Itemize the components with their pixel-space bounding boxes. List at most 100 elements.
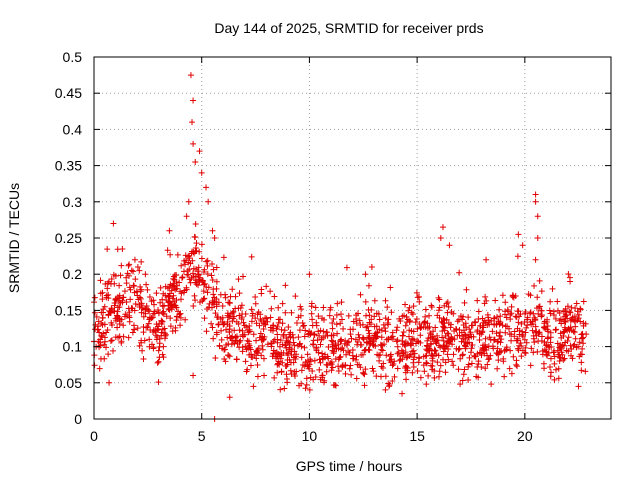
data-point	[215, 321, 222, 328]
data-point	[410, 363, 417, 370]
data-point	[573, 300, 580, 307]
data-point	[313, 345, 320, 352]
data-point	[366, 319, 373, 326]
data-point	[422, 324, 429, 331]
data-point	[164, 285, 171, 292]
data-point	[505, 308, 512, 315]
data-point	[270, 350, 277, 357]
data-point	[578, 359, 585, 366]
data-point	[554, 298, 561, 305]
data-point	[482, 293, 489, 300]
data-point	[154, 306, 161, 313]
data-point	[468, 360, 475, 367]
data-point	[475, 308, 482, 315]
data-point	[517, 339, 524, 346]
data-point	[455, 346, 462, 353]
data-point	[328, 367, 335, 374]
data-point	[192, 220, 199, 227]
data-point	[103, 329, 110, 336]
data-point	[502, 311, 509, 318]
data-point	[459, 352, 466, 359]
data-point	[461, 299, 468, 306]
data-point	[406, 333, 413, 340]
data-point	[318, 336, 325, 343]
data-point	[263, 283, 270, 290]
data-point	[189, 119, 196, 126]
data-point	[315, 313, 322, 320]
data-point	[343, 264, 350, 271]
data-point	[410, 303, 417, 310]
data-point	[445, 303, 452, 310]
data-point	[561, 324, 568, 331]
data-point	[252, 315, 259, 322]
data-point	[132, 300, 139, 307]
data-point	[111, 280, 118, 287]
data-point	[334, 300, 341, 307]
data-point	[476, 336, 483, 343]
data-point	[101, 341, 108, 348]
data-point	[556, 351, 563, 358]
data-point	[393, 338, 400, 345]
data-point	[528, 345, 535, 352]
data-point	[128, 267, 135, 274]
data-point	[355, 331, 362, 338]
data-point	[126, 261, 133, 268]
data-point	[538, 288, 545, 295]
data-point	[442, 346, 449, 353]
data-point	[354, 338, 361, 345]
chart-title: Day 144 of 2025, SRMTID for receiver prd…	[214, 20, 483, 36]
data-point	[486, 355, 493, 362]
data-point	[275, 304, 282, 311]
data-point	[193, 247, 200, 254]
data-point	[429, 366, 436, 373]
data-point	[274, 353, 281, 360]
data-point	[204, 289, 211, 296]
data-point	[362, 298, 369, 305]
data-point	[383, 352, 390, 359]
data-point	[371, 313, 378, 320]
data-point	[330, 348, 337, 355]
data-point	[214, 314, 221, 321]
data-point	[338, 316, 345, 323]
data-point	[479, 329, 486, 336]
data-point	[284, 379, 291, 386]
data-point	[198, 241, 205, 248]
data-point	[436, 296, 443, 303]
data-point	[225, 352, 232, 359]
data-point	[460, 371, 467, 378]
data-point	[329, 347, 336, 354]
data-point	[446, 242, 453, 249]
data-point	[154, 359, 161, 366]
data-point	[522, 310, 529, 317]
data-point	[156, 320, 163, 327]
data-point	[300, 322, 307, 329]
data-point	[350, 355, 357, 362]
data-point	[403, 376, 410, 383]
data-point	[157, 299, 164, 306]
data-point	[139, 347, 146, 354]
data-point	[274, 361, 281, 368]
data-point	[253, 348, 260, 355]
data-point	[97, 342, 104, 349]
data-point	[562, 319, 569, 326]
data-point	[524, 322, 531, 329]
data-point	[104, 280, 111, 287]
data-point	[416, 298, 423, 305]
data-point	[428, 302, 435, 309]
data-point	[413, 315, 420, 322]
data-point	[238, 316, 245, 323]
data-point	[299, 320, 306, 327]
data-point	[320, 304, 327, 311]
data-point	[130, 282, 137, 289]
x-tick-label: 10	[302, 428, 318, 444]
data-point	[108, 337, 115, 344]
data-point	[536, 303, 543, 310]
data-point	[110, 220, 117, 227]
data-point	[312, 374, 319, 381]
data-point	[150, 297, 157, 304]
data-point	[457, 355, 464, 362]
data-point	[282, 309, 289, 316]
data-point	[470, 333, 477, 340]
data-point	[375, 352, 382, 359]
data-point	[291, 371, 298, 378]
